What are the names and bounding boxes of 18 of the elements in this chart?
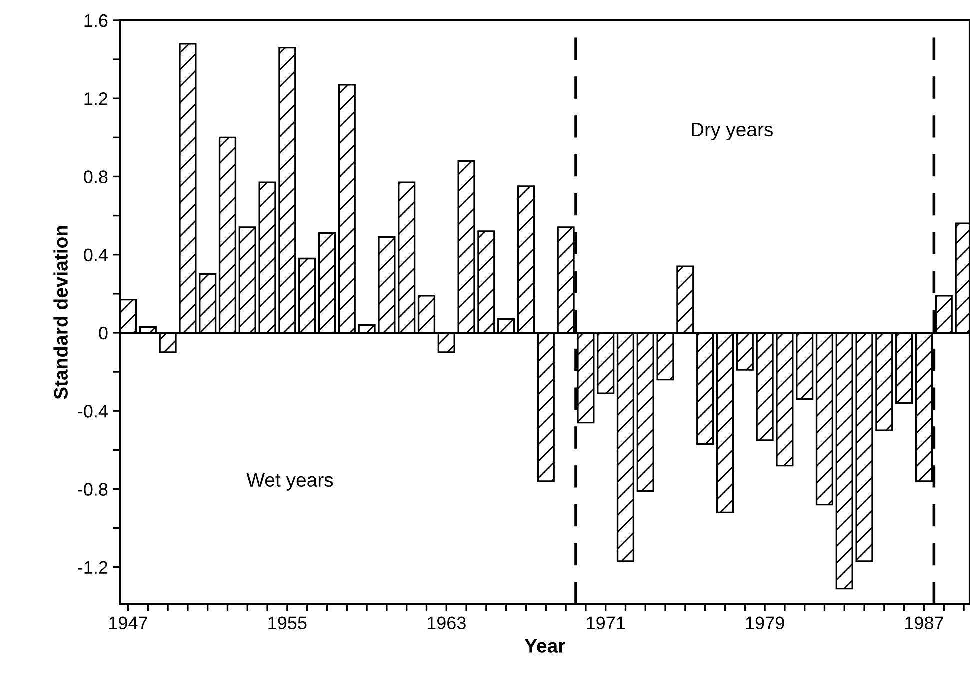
y-axis-title: Standard deviation — [54, 226, 68, 400]
y-tick-label: 1.6 — [84, 14, 108, 28]
x-tick-label: 1947 — [110, 616, 148, 630]
annotation: Dry years — [692, 123, 773, 141]
y-tick-label: 0 — [99, 326, 108, 340]
y-tick-label: 0.8 — [84, 170, 108, 184]
y-tick-label: -0.4 — [78, 405, 108, 418]
y-tick-label: 0.4 — [84, 248, 108, 262]
y-tick-label: 1.2 — [84, 92, 108, 106]
x-tick-label: 1979 — [746, 616, 784, 630]
x-tick-label: 1963 — [428, 616, 466, 630]
annotation: Wet years — [246, 473, 334, 491]
x-tick-label: 1971 — [587, 616, 626, 630]
x-tick-label: 1987 — [906, 616, 944, 630]
x-tick-label: 1955 — [268, 616, 307, 630]
y-tick-label: -0.8 — [78, 483, 108, 496]
x-axis-title: Year — [524, 639, 566, 653]
y-tick-label: -1.2 — [78, 561, 108, 574]
